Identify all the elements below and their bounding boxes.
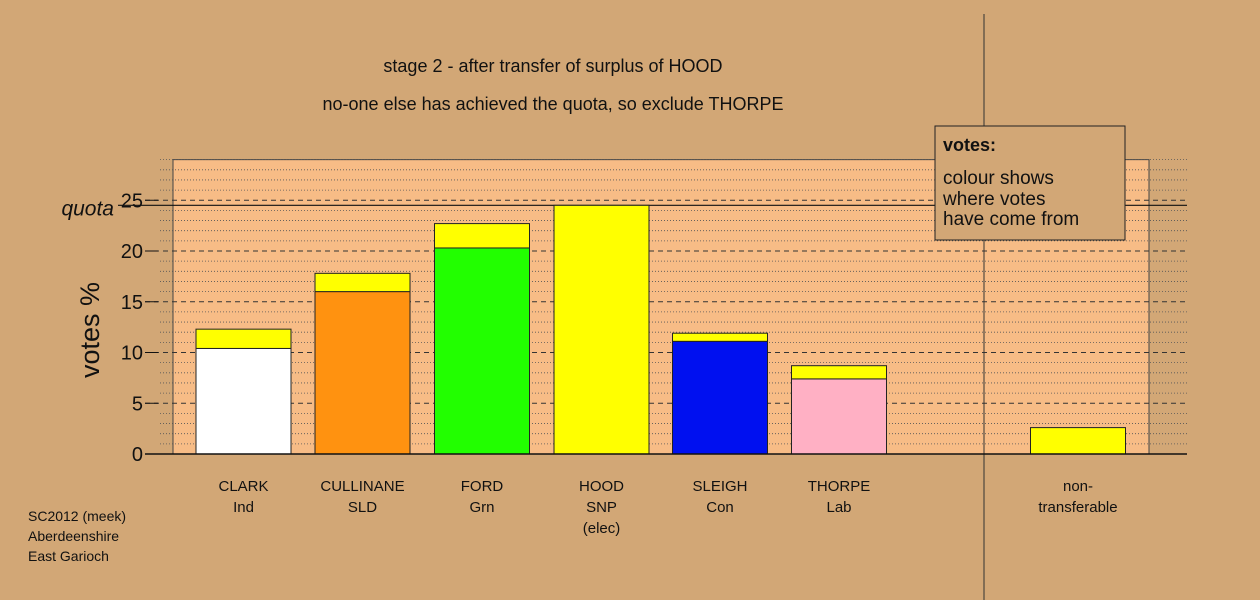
- y-tick-label-0: 0: [132, 444, 143, 466]
- legend-line-3: have come from: [943, 209, 1079, 230]
- y-tick-label-10: 10: [121, 343, 143, 365]
- bar-cullinane-base: [314, 291, 411, 455]
- bar-sleigh-base: [672, 340, 768, 455]
- category-label-sleigh-2: Con: [706, 499, 734, 516]
- category-label-hood-3: (elec): [583, 520, 621, 537]
- category-label-cullinane-2: SLD: [348, 499, 377, 516]
- footnote-line-3: East Garioch: [28, 548, 109, 564]
- bar-non-transferable: [1030, 427, 1126, 455]
- bar-cullinane-transfer: [314, 272, 411, 293]
- category-label-clark-2: Ind: [233, 499, 254, 516]
- bar-clark-transfer: [195, 328, 292, 349]
- y-tick-label-15: 15: [121, 292, 143, 314]
- category-label-thorpe-1: THORPE: [808, 478, 871, 495]
- bars: [195, 204, 1126, 455]
- legend-title: votes:: [943, 135, 996, 155]
- category-label-non-transferable-2: transferable: [1038, 499, 1117, 516]
- bar-thorpe-base: [791, 378, 887, 455]
- category-label-cullinane-1: CULLINANE: [320, 478, 404, 495]
- footnote-line-2: Aberdeenshire: [28, 528, 119, 544]
- bar-ford-transfer: [434, 223, 530, 249]
- legend-frame: [934, 125, 1126, 241]
- category-label-non-transferable-1: non-: [1063, 478, 1093, 495]
- category-label-hood-1: HOOD: [579, 478, 624, 495]
- category-label-clark-1: CLARK: [218, 478, 268, 495]
- quota-label: quota: [61, 197, 114, 220]
- bar-clark-base: [195, 347, 292, 455]
- chart-title-line-2: no-one else has achieved the quota, so e…: [323, 94, 784, 114]
- legend-line-2: where votes: [942, 189, 1045, 210]
- category-label-hood-2: SNP: [586, 499, 617, 516]
- category-label-thorpe-2: Lab: [826, 499, 851, 516]
- category-label-sleigh-1: SLEIGH: [692, 478, 747, 495]
- legend-line-1: colour shows: [943, 168, 1054, 189]
- category-label-ford-2: Grn: [469, 499, 494, 516]
- footnote-line-1: SC2012 (meek): [28, 508, 126, 524]
- bar-sleigh-transfer: [672, 332, 768, 342]
- bar-ford-base: [434, 247, 530, 455]
- legend-box: votes: colour shows where votes have com…: [934, 125, 1126, 241]
- y-axis-label: votes %: [75, 282, 105, 378]
- y-tick-label-5: 5: [132, 393, 143, 415]
- axes: 0 5 10 15 20 25: [121, 14, 1187, 600]
- chart-title-line-1: stage 2 - after transfer of surplus of H…: [383, 56, 722, 76]
- category-label-ford-1: FORD: [461, 478, 504, 495]
- category-labels: CLARK Ind CULLINANE SLD FORD Grn HOOD SNP (elec)…: [218, 478, 1117, 537]
- bar-hood-base: [553, 204, 650, 455]
- bar-thorpe-transfer: [791, 365, 887, 380]
- y-tick-label-20: 20: [121, 241, 143, 263]
- y-tick-label-25: 25: [121, 190, 143, 212]
